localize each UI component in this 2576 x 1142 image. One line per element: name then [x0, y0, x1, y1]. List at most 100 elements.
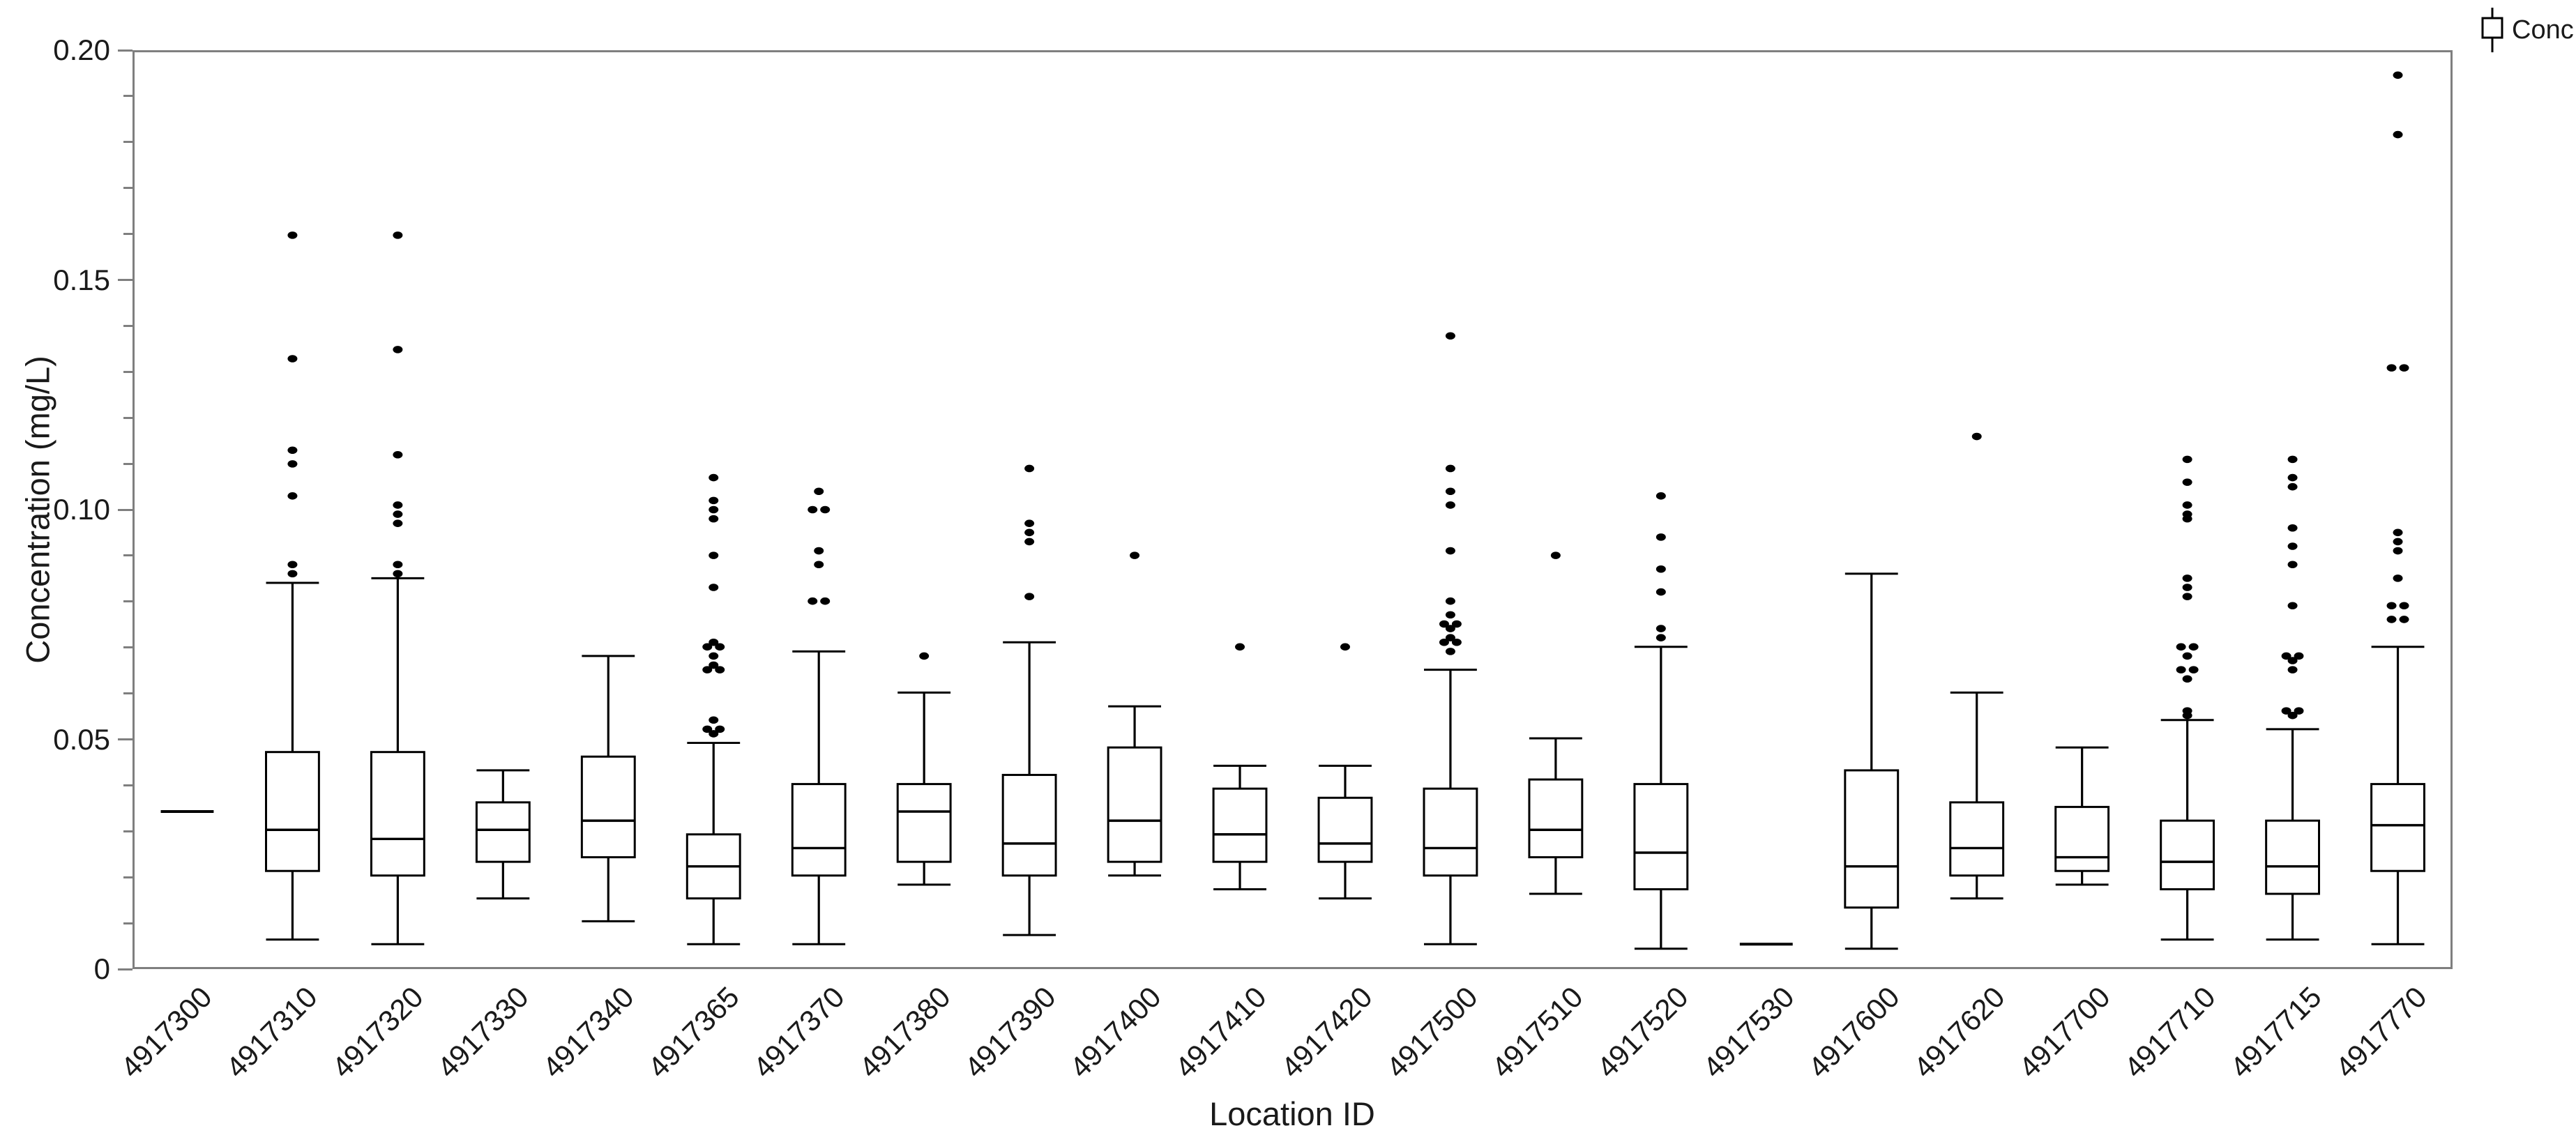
outlier-point: [814, 487, 824, 496]
y-axis-minor-tick: [123, 692, 132, 695]
outlier-point: [702, 725, 713, 733]
outlier-point: [709, 638, 719, 646]
outlier-point: [2287, 561, 2298, 568]
outlier-point: [1656, 588, 1666, 596]
outlier-point: [1656, 533, 1666, 541]
boxplot-4917510: [1528, 551, 1584, 895]
y-axis-minor-tick: [123, 784, 132, 786]
outlier-point: [2287, 455, 2298, 464]
plot-area: [132, 50, 2453, 969]
outlier-point: [709, 584, 719, 591]
outlier-point: [393, 501, 403, 509]
y-axis-minor-tick: [123, 462, 132, 465]
outlier-point: [820, 505, 831, 514]
outlier-point: [709, 473, 719, 482]
outlier-point: [2386, 602, 2397, 610]
outlier-point: [1445, 464, 1455, 473]
y-tick-label: 0.10: [53, 493, 110, 526]
x-category-label-4917300: 4917300: [114, 980, 218, 1084]
boxplot-4917520: [1633, 492, 1689, 950]
outlier-point: [2393, 130, 2403, 139]
outlier-point: [1445, 332, 1455, 340]
outlier-point: [2287, 542, 2298, 550]
outlier-point: [287, 446, 298, 454]
x-category-label-4917700: 4917700: [2013, 980, 2116, 1084]
outlier-point: [709, 730, 719, 738]
y-axis-minor-tick: [123, 141, 132, 144]
y-axis-minor-tick: [123, 600, 132, 603]
x-category-label-4917520: 4917520: [1591, 980, 1695, 1084]
boxplot-4917340: [580, 655, 636, 922]
x-category-label-4917340: 4917340: [536, 980, 640, 1084]
outlier-point: [1024, 538, 1035, 546]
outlier-point: [393, 519, 403, 527]
outlier-point: [709, 652, 719, 660]
x-category-label-4917365: 4917365: [642, 980, 745, 1084]
outlier-point: [709, 505, 719, 514]
x-category-label-4917310: 4917310: [220, 980, 324, 1084]
x-category-label-4917380: 4917380: [852, 980, 957, 1084]
outlier-point: [2287, 524, 2298, 532]
outlier-point: [820, 597, 831, 605]
x-category-label-4917390: 4917390: [957, 980, 1062, 1084]
outlier-point: [2393, 538, 2403, 546]
boxplot-4917715: [2265, 455, 2320, 941]
outlier-point: [2188, 666, 2199, 673]
y-axis-minor-tick: [123, 233, 132, 236]
outlier-point: [1130, 551, 1140, 559]
boxplot-4917330: [475, 769, 531, 900]
outlier-point: [1235, 643, 1245, 651]
outlier-point: [2182, 675, 2192, 683]
outlier-point: [1550, 551, 1561, 559]
outlier-point: [2399, 616, 2409, 623]
outlier-point: [2182, 455, 2192, 464]
y-axis-minor-tick: [123, 876, 132, 878]
outlier-point: [2182, 515, 2192, 523]
legend-item[interactable]: Conc: [2480, 7, 2574, 53]
outlier-point: [2386, 616, 2397, 623]
outlier-point: [393, 561, 403, 568]
y-axis-minor-tick: [123, 324, 132, 327]
outlier-point: [2294, 707, 2304, 715]
outlier-point: [1024, 593, 1035, 600]
legend-label: Conc: [2512, 15, 2574, 45]
boxplot-4917390: [1001, 464, 1057, 936]
outlier-point: [393, 570, 403, 578]
outlier-point: [715, 666, 725, 673]
outlier-point: [808, 505, 818, 514]
outlier-point: [287, 561, 298, 568]
boxplot-4917770: [2370, 71, 2425, 945]
plot-canvas: [160, 71, 2425, 950]
y-axis-major-tick: [118, 49, 132, 52]
boxplot-4917310: [265, 231, 320, 941]
outlier-point: [1656, 492, 1666, 500]
y-axis-minor-tick: [123, 187, 132, 190]
outlier-point: [2182, 711, 2192, 720]
y-axis-minor-tick: [123, 646, 132, 649]
y-tick-label: 0.20: [53, 33, 110, 66]
outlier-point: [1445, 634, 1455, 641]
outlier-point: [1445, 547, 1455, 555]
outlier-point: [393, 231, 403, 239]
boxplot-4917700: [2054, 746, 2110, 886]
outlier-point: [2281, 652, 2291, 660]
outlier-point: [1445, 625, 1455, 632]
y-tick-label: 0: [93, 952, 110, 985]
outlier-point: [287, 492, 298, 500]
outlier-point: [1451, 620, 1462, 628]
y-axis-minor-tick: [123, 370, 132, 373]
boxplot-4917710: [2160, 455, 2215, 941]
outlier-point: [393, 510, 403, 518]
outlier-point: [2287, 711, 2298, 720]
y-axis-minor-tick: [123, 554, 132, 557]
outlier-point: [1445, 501, 1455, 509]
outlier-point: [709, 551, 719, 559]
outlier-point: [2287, 482, 2298, 491]
x-category-label-4917600: 4917600: [1801, 980, 1906, 1084]
boxplot-legend-icon: [2481, 8, 2503, 52]
outlier-point: [1340, 643, 1350, 651]
outlier-point: [2393, 71, 2403, 79]
boxplot-4917420: [1317, 643, 1373, 900]
outlier-point: [1445, 487, 1455, 496]
